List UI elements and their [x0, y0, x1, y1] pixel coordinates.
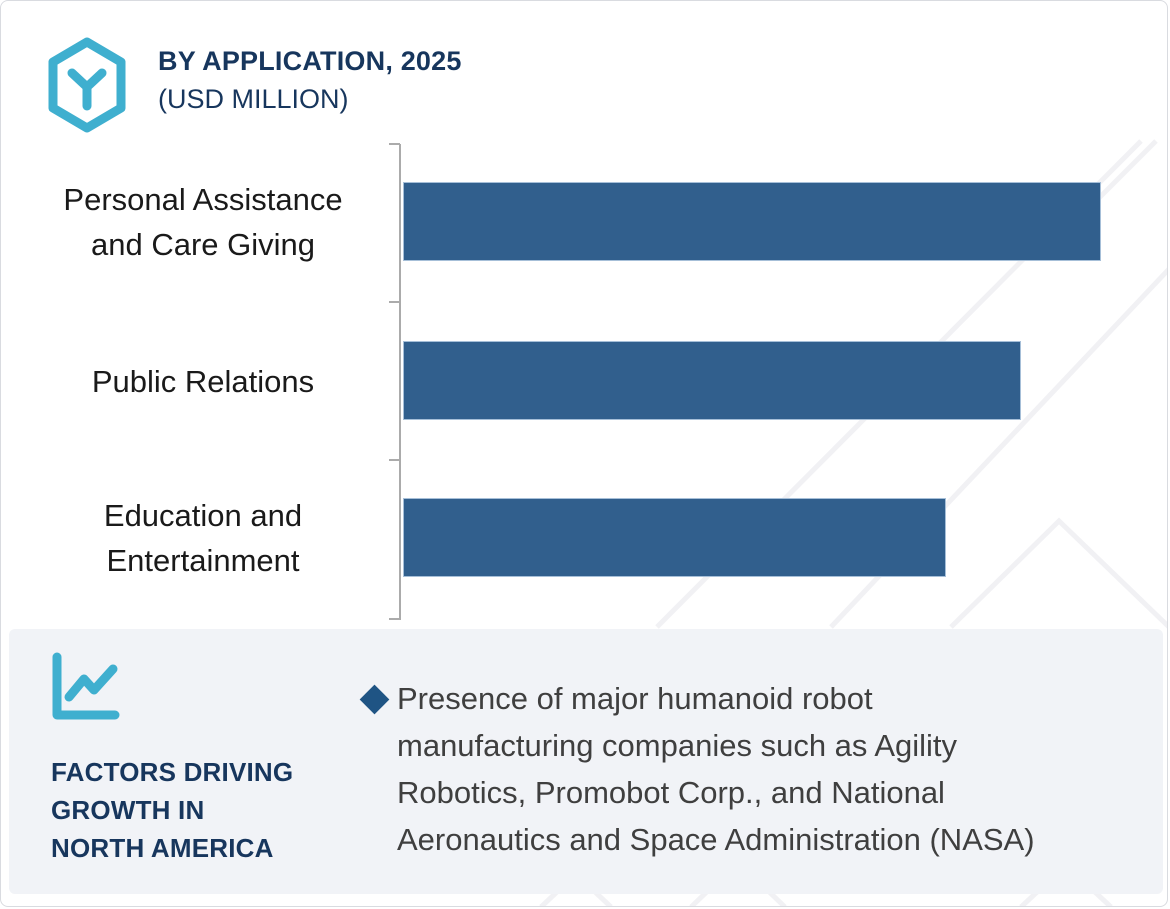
factors-bullet-text: Presence of major humanoid robot manufac…	[397, 681, 1035, 857]
chart-subtitle: (USD MILLION)	[158, 84, 349, 114]
bar-public-relations	[403, 341, 1021, 420]
bar-personal-assistance-and-care-giving	[403, 182, 1101, 261]
axis-tick	[389, 459, 400, 461]
axis-tick	[389, 618, 400, 620]
category-label-personal-assistance: Personal Assistance and Care Giving	[63, 182, 343, 262]
hexagon-y-icon	[48, 37, 126, 133]
axis-tick	[389, 301, 400, 303]
chart-title: BY APPLICATION, 2025	[158, 46, 462, 76]
factors-panel	[9, 629, 1163, 894]
category-label-public-relations: Public Relations	[91, 364, 315, 399]
bar-education-and-entertainment	[403, 498, 947, 577]
axis-tick	[389, 143, 400, 145]
line-chart-icon	[52, 652, 120, 720]
factors-heading: FACTORS DRIVING GROWTH IN NORTH AMERICA	[51, 757, 294, 863]
chart-title-block: BY APPLICATION, 2025 (USD MILLION)	[158, 42, 462, 118]
category-label-education-entertainment: Education and Entertainment	[103, 498, 303, 578]
category-axis-line	[399, 144, 401, 620]
